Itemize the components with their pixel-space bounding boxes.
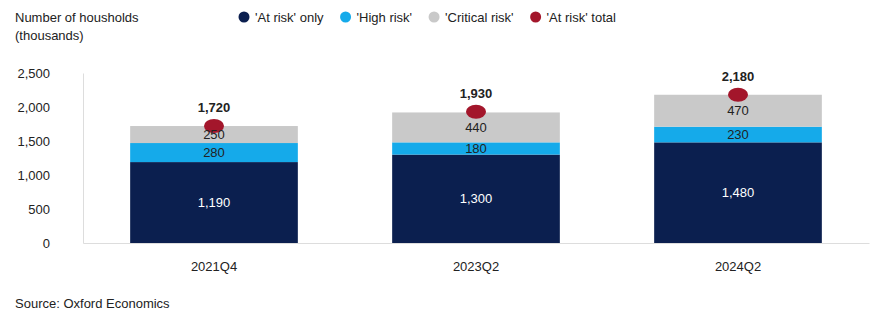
data-labels: 1,190 1,300 1,480 280 180 230 250 440 470 1,720 1,… (198, 69, 755, 210)
x-tick-label: 2024Q2 (715, 259, 761, 274)
data-label: 2,180 (722, 69, 755, 84)
y-tick: 0 (43, 236, 83, 251)
bar-segment (654, 142, 822, 243)
legend-swatch (340, 12, 351, 23)
data-label: 1,720 (198, 100, 231, 115)
y-axis-title-line: (thousands) (15, 28, 84, 43)
legend-item: 'Critical risk' (429, 10, 514, 25)
legend-label: 'Critical risk' (445, 10, 514, 25)
y-tick: 500 (28, 202, 83, 217)
y-tick: 1,500 (17, 134, 83, 149)
y-tick: 2,000 (17, 100, 83, 115)
bar-segment (392, 155, 560, 243)
y-tick-label: 2,000 (17, 100, 50, 115)
y-tick: 2,500 (17, 66, 83, 81)
legend-label: 'High risk' (357, 10, 413, 25)
x-tick-label: 2021Q4 (191, 259, 237, 274)
plot-area (130, 88, 822, 243)
data-label: 1,300 (460, 191, 493, 206)
total-marker (466, 105, 486, 119)
legend-swatch (429, 12, 440, 23)
y-axis: 0 500 1,000 1,500 2,000 2,500 (17, 66, 83, 251)
x-tick-label: 2023Q2 (453, 259, 499, 274)
chart: 0 500 1,000 1,500 2,000 2,500 2021Q4 2023Q2 2024… (0, 0, 875, 320)
y-tick-label: 2,500 (17, 66, 50, 81)
data-label: 230 (727, 127, 749, 142)
legend-label: 'At risk' total (547, 10, 616, 25)
y-tick: 1,000 (17, 168, 83, 183)
x-tick: 2021Q4 (191, 259, 237, 274)
legend-swatch (239, 12, 250, 23)
legend-item: 'At risk' total (530, 10, 616, 25)
legend: 'At risk' only 'High risk' 'Critical risk'… (239, 10, 616, 25)
x-axis: 2021Q4 2023Q2 2024Q2 (84, 244, 870, 275)
data-label: 440 (465, 120, 487, 135)
y-axis-line (83, 74, 84, 244)
data-label: 470 (727, 103, 749, 118)
bar-segment (130, 126, 298, 143)
y-tick-label: 500 (28, 202, 50, 217)
y-axis-title-line: Number of housholds (15, 10, 139, 25)
data-label: 250 (203, 127, 225, 142)
data-label: 1,190 (198, 195, 231, 210)
x-tick: 2024Q2 (715, 259, 761, 274)
y-axis-title: Number of housholds (thousands) (15, 10, 139, 43)
data-label: 1,480 (722, 185, 755, 200)
y-tick-label: 0 (43, 236, 50, 251)
bar-segment (130, 162, 298, 243)
bar-segment (130, 143, 298, 162)
legend-item: 'High risk' (340, 10, 412, 25)
data-label: 280 (203, 145, 225, 160)
y-tick-label: 1,000 (17, 168, 50, 183)
source: Source: Oxford Economics (15, 296, 170, 311)
data-label: 1,930 (460, 86, 493, 101)
legend-swatch (530, 12, 541, 23)
bar-segment (654, 127, 822, 143)
legend-label: 'At risk' only (255, 10, 324, 25)
data-label: 180 (465, 141, 487, 156)
x-tick: 2023Q2 (453, 259, 499, 274)
y-tick-label: 1,500 (17, 134, 50, 149)
legend-item: 'At risk' only (239, 10, 325, 25)
x-axis-line (84, 243, 870, 244)
total-marker (728, 88, 748, 102)
